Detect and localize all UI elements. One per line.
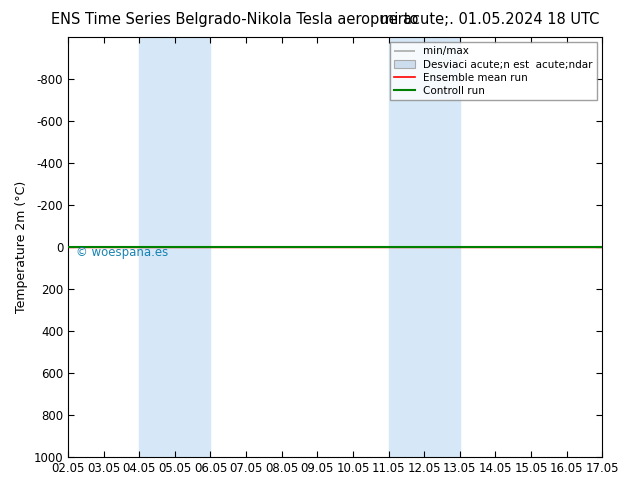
Bar: [139, 37, 210, 457]
Text: mi acute;. 01.05.2024 18 UTC: mi acute;. 01.05.2024 18 UTC: [380, 12, 600, 27]
Legend: min/max, Desviaci acute;n est  acute;ndar, Ensemble mean run, Controll run: min/max, Desviaci acute;n est acute;ndar…: [390, 42, 597, 100]
Text: ENS Time Series Belgrado-Nikola Tesla aeropuerto: ENS Time Series Belgrado-Nikola Tesla ae…: [51, 12, 418, 27]
Y-axis label: Temperature 2m (°C): Temperature 2m (°C): [15, 181, 28, 313]
Text: © woespana.es: © woespana.es: [76, 246, 168, 259]
Bar: [389, 37, 460, 457]
